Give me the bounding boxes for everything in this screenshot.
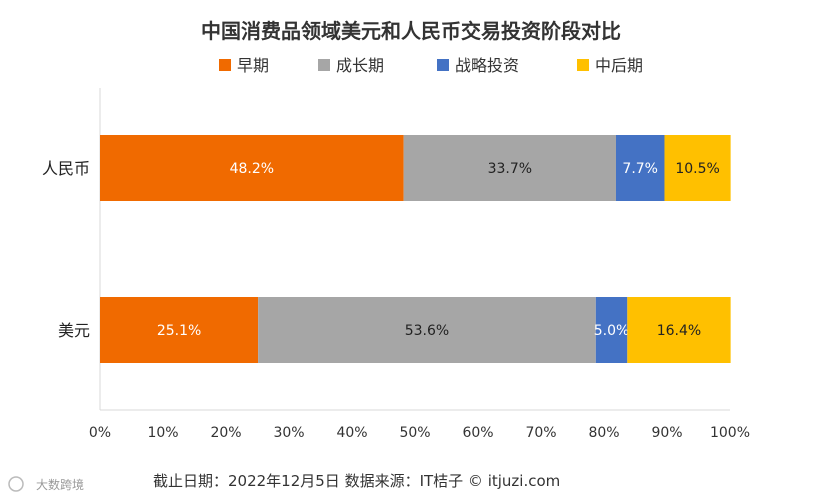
- bar-label-0-1: 33.7%: [488, 161, 532, 177]
- legend-swatch-0: [219, 59, 231, 71]
- x-tick-label-0: 0%: [89, 425, 111, 441]
- legend-swatch-1: [318, 59, 330, 71]
- legend: 早期 成长期 战略投资 中后期: [219, 56, 643, 75]
- source-text: 截止日期：2022年12月5日 数据来源：IT桔子 © itjuzi.com: [153, 472, 560, 490]
- bar-label-1-0: 25.1%: [157, 323, 201, 339]
- x-tick-label-4: 40%: [336, 425, 367, 441]
- chart-title: 中国消费品领域美元和人民币交易投资阶段对比: [201, 19, 621, 43]
- category-label-1: 美元: [58, 321, 90, 340]
- x-tick-label-1: 10%: [147, 425, 178, 441]
- bars-group: 48.2% 33.7% 7.7% 10.5% 25.1% 53.6% 5.0% 16.4%: [100, 135, 731, 363]
- legend-label-0: 早期: [237, 56, 269, 75]
- watermark: 大数跨境: [8, 476, 84, 492]
- x-tick-label-5: 50%: [399, 425, 430, 441]
- bar-label-0-3: 10.5%: [675, 161, 719, 177]
- bar-label-0-2: 7.7%: [622, 161, 658, 177]
- bar-label-1-3: 16.4%: [657, 323, 701, 339]
- bar-label-0-0: 48.2%: [230, 161, 274, 177]
- bar-label-1-1: 53.6%: [405, 323, 449, 339]
- bar-0-1: [403, 135, 616, 201]
- bar-0-2: [615, 135, 665, 201]
- bar-label-1-2: 5.0%: [594, 323, 630, 339]
- x-tick-label-3: 30%: [273, 425, 304, 441]
- bar-0-0: [100, 135, 404, 201]
- watermark-text: 大数跨境: [36, 477, 84, 492]
- bar-1-0: [100, 297, 259, 363]
- legend-label-1: 成长期: [336, 56, 384, 75]
- legend-swatch-2: [437, 59, 449, 71]
- x-tick-label-10: 100%: [710, 425, 750, 441]
- bar-1-3: [627, 297, 731, 363]
- bar-1-1: [258, 297, 596, 363]
- x-tick-label-9: 90%: [651, 425, 682, 441]
- x-tick-label-8: 80%: [588, 425, 619, 441]
- x-tick-label-2: 20%: [210, 425, 241, 441]
- x-tick-label-6: 60%: [462, 425, 493, 441]
- x-tick-label-7: 70%: [525, 425, 556, 441]
- legend-swatch-3: [577, 59, 589, 71]
- watermark-logo-icon: [8, 476, 24, 492]
- bar-0-3: [664, 135, 731, 201]
- bar-1-2: [595, 297, 628, 363]
- category-label-0: 人民币: [42, 159, 90, 178]
- legend-label-3: 中后期: [595, 56, 643, 75]
- legend-label-2: 战略投资: [455, 56, 519, 75]
- x-tick-labels: 0% 10% 20% 30% 40% 50% 60% 70% 80% 90% 100%: [89, 425, 750, 441]
